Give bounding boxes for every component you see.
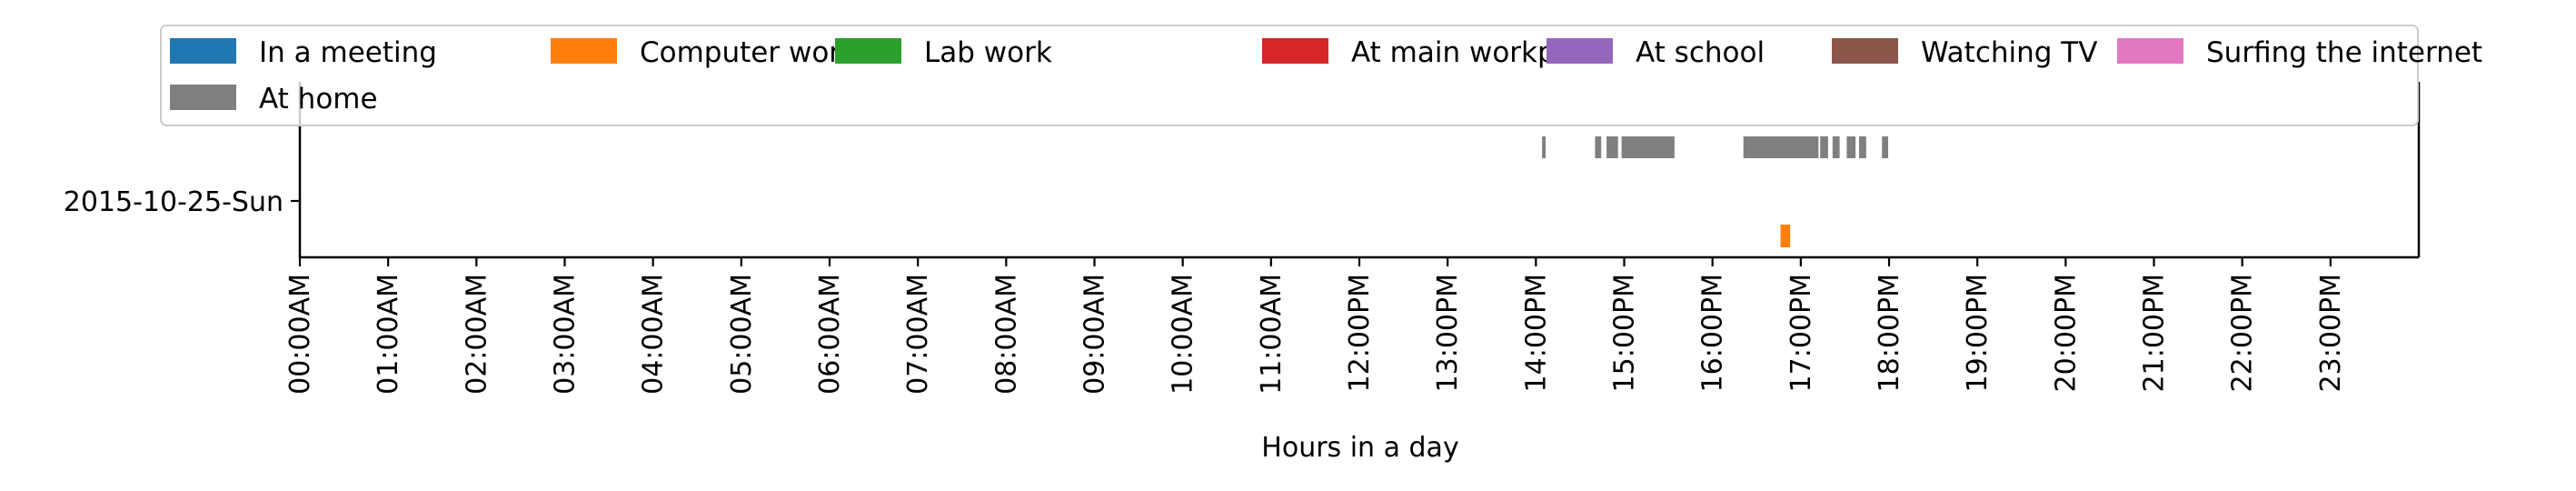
x-tick-label: 20:00PM — [2050, 274, 2082, 392]
bar-at-home-5 — [1820, 136, 1828, 158]
legend: In a meeting Computer work Lab work At main… — [160, 25, 2482, 126]
bar-at-home-9 — [1882, 136, 1888, 158]
x-tick-label: 06:00AM — [814, 274, 846, 395]
x-axis-title: Hours in a day — [1261, 432, 1458, 464]
legend-swatch-at-school — [1547, 38, 1613, 64]
legend-swatch-watching-tv — [1832, 38, 1898, 64]
x-tick-label: 04:00AM — [638, 274, 670, 395]
bar-at-home-6 — [1832, 136, 1840, 158]
x-axis: 00:00AM 01:00AM 02:00AM 03:00AM 04:00AM 05:00… — [284, 257, 2347, 395]
x-tick-label: 23:00PM — [2315, 274, 2347, 392]
bar-at-home-3 — [1621, 136, 1675, 158]
x-tick-label: 00:00AM — [284, 274, 316, 395]
legend-swatch-lab-work — [835, 38, 901, 64]
x-tick-label: 03:00AM — [550, 274, 582, 395]
legend-swatch-surfing-the-internet — [2117, 38, 2183, 64]
x-tick-label: 14:00PM — [1520, 274, 1552, 392]
legend-label: Watching TV — [1921, 36, 2097, 69]
x-tick-label: 16:00PM — [1697, 274, 1729, 392]
x-tick-label: 19:00PM — [1962, 274, 1994, 392]
x-tick-label: 22:00PM — [2227, 274, 2259, 392]
legend-label: Computer work — [640, 36, 857, 69]
legend-label: Surfing the internet — [2206, 36, 2482, 69]
x-tick-label: 13:00PM — [1432, 274, 1464, 392]
legend-label: At home — [259, 83, 378, 115]
x-tick-label: 02:00AM — [461, 274, 492, 395]
x-tick-label: 18:00PM — [1874, 274, 1905, 392]
x-tick-label: 21:00PM — [2139, 274, 2171, 392]
bar-at-home-2 — [1606, 136, 1618, 158]
legend-swatch-at-main-workplace — [1262, 38, 1328, 64]
bar-at-home-8 — [1859, 136, 1866, 158]
y-tick-label: 2015-10-25-Sun — [64, 186, 283, 218]
x-tick-label: 11:00AM — [1256, 274, 1288, 395]
bar-computer-work-0 — [1780, 225, 1791, 247]
bar-at-home-4 — [1743, 136, 1819, 158]
legend-label: At school — [1636, 36, 1765, 69]
x-tick-label: 09:00AM — [1079, 274, 1111, 395]
x-tick-label: 07:00AM — [902, 274, 934, 395]
legend-swatch-computer-work — [551, 38, 617, 64]
y-axis: 2015-10-25-Sun — [64, 186, 300, 218]
x-tick-label: 17:00PM — [1785, 274, 1817, 392]
x-tick-label: 08:00AM — [990, 274, 1022, 395]
bar-at-home-7 — [1846, 136, 1856, 158]
legend-label: In a meeting — [259, 36, 437, 69]
bar-at-home-1 — [1595, 136, 1602, 158]
x-tick-label: 10:00AM — [1168, 274, 1199, 395]
x-tick-label: 15:00PM — [1609, 274, 1641, 392]
x-tick-label: 12:00PM — [1344, 274, 1376, 392]
x-tick-label: 05:00AM — [726, 274, 758, 395]
legend-label: Lab work — [924, 36, 1052, 69]
legend-swatch-in-a-meeting — [170, 38, 236, 64]
bar-at-home-0 — [1542, 136, 1546, 158]
x-tick-label: 01:00AM — [373, 274, 404, 395]
legend-swatch-at-home — [170, 85, 236, 110]
